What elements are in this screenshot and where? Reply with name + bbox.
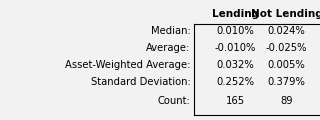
Text: 0.032%: 0.032%	[216, 60, 254, 70]
Text: Lending: Lending	[212, 9, 259, 19]
Text: Average:: Average:	[146, 43, 190, 53]
Text: 89: 89	[280, 96, 293, 106]
Text: -0.025%: -0.025%	[266, 43, 307, 53]
Text: 0.379%: 0.379%	[268, 77, 305, 87]
Text: 0.010%: 0.010%	[216, 26, 254, 36]
Text: Count:: Count:	[158, 96, 190, 106]
Text: Standard Deviation:: Standard Deviation:	[91, 77, 190, 87]
Text: Asset-Weighted Average:: Asset-Weighted Average:	[65, 60, 190, 70]
Text: -0.010%: -0.010%	[214, 43, 256, 53]
Text: 0.005%: 0.005%	[268, 60, 305, 70]
Text: 165: 165	[226, 96, 245, 106]
Text: Median:: Median:	[151, 26, 190, 36]
Text: 0.252%: 0.252%	[216, 77, 254, 87]
Text: 0.024%: 0.024%	[268, 26, 305, 36]
Text: Not Lending: Not Lending	[251, 9, 320, 19]
